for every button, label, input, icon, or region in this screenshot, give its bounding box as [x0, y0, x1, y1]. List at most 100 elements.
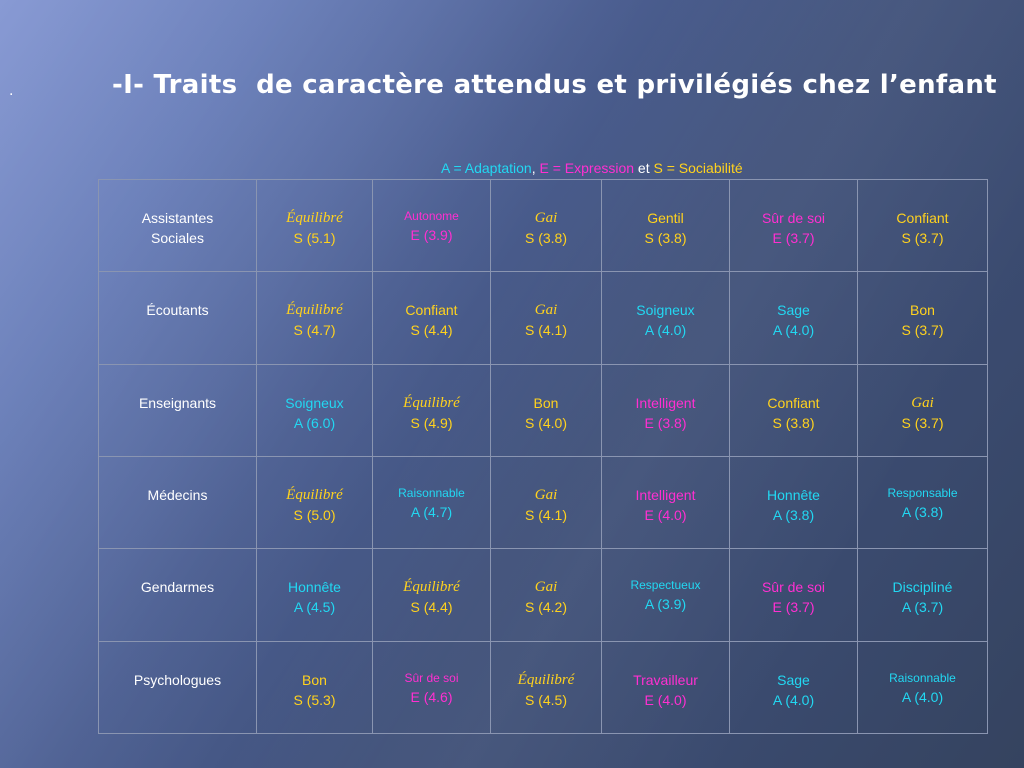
trait-name: Soigneux [285, 394, 344, 411]
trait-score: A (3.7) [901, 599, 944, 616]
trait-cell: Gai S (4.1) [490, 455, 602, 550]
table-row: Écoutants Équilibré S (4.7) Confiant S (4.4)… [98, 271, 988, 365]
trait-name: Gai [534, 579, 558, 596]
trait-score: A (4.7) [410, 503, 453, 520]
trait-score: S (5.1) [293, 230, 336, 246]
trait-score: A (6.0) [293, 414, 336, 431]
trait-score: S (4.7) [293, 322, 336, 339]
trait-score: E (3.7) [772, 230, 815, 246]
trait-score: E (4.0) [644, 506, 687, 523]
legend-sociabilite: S = Sociabilité [653, 160, 743, 176]
trait-cell: Sûr de soi E (3.7) [729, 548, 858, 642]
table-row: Gendarmes Honnête A (4.5) Équilibré S (4.4) G… [98, 548, 988, 642]
trait-cell: Gai S (3.7) [857, 363, 988, 457]
trait-cell: Sûr de soi E (4.6) [372, 640, 491, 735]
trait-score: S (4.5) [524, 691, 567, 708]
trait-score: S (4.4) [410, 599, 453, 616]
trait-cell: Intelligent E (4.0) [601, 455, 730, 550]
trait-name: Sage [777, 671, 810, 688]
trait-name: Gai [534, 486, 558, 503]
trait-name: Sage [777, 302, 810, 319]
row-header: Psychologues [98, 640, 257, 735]
trait-cell: Gai S (4.1) [490, 271, 602, 365]
row-header: Assistantes Sociales [98, 178, 257, 273]
trait-name: Discipliné [892, 579, 953, 596]
trait-name: Soigneux [636, 302, 695, 319]
trait-cell: Confiant S (4.4) [372, 271, 491, 365]
trait-name: Sûr de soi [404, 670, 459, 685]
legend-separator: et [634, 160, 654, 176]
trait-name: Travailleur [633, 671, 698, 688]
trait-score: E (3.8) [644, 414, 687, 431]
trait-score: E (3.7) [772, 599, 815, 616]
trait-name: Gai [534, 210, 558, 226]
row-header: Enseignants [98, 363, 257, 457]
trait-score: A (4.0) [644, 322, 687, 339]
trait-name: Bon [533, 394, 559, 411]
legend: A = Adaptation, E = Expression et S = So… [441, 160, 743, 176]
trait-score: E (4.0) [644, 691, 687, 708]
trait-score: S (5.0) [293, 506, 336, 523]
legend-expression: E = Expression [539, 160, 635, 176]
trait-name: Gai [911, 394, 934, 411]
trait-cell: Bon S (3.7) [857, 271, 988, 365]
trait-score: S (3.8) [524, 230, 567, 246]
trait-name: Gentil [647, 210, 684, 226]
trait-score: A (4.0) [772, 322, 815, 339]
trait-score: S (4.1) [524, 322, 567, 339]
trait-score: E (4.6) [410, 688, 453, 705]
trait-cell: Responsable A (3.8) [857, 455, 988, 550]
trait-name: Gai [534, 302, 558, 319]
trait-name: Confiant [767, 394, 820, 411]
trait-cell: Confiant S (3.8) [729, 363, 858, 457]
row-header: Médecins [98, 455, 257, 550]
trait-name: Autonome [404, 209, 459, 223]
trait-score: S (4.0) [524, 414, 567, 431]
trait-cell: Gai S (3.8) [490, 178, 602, 273]
trait-name: Équilibré [403, 394, 460, 411]
table-row: Enseignants Soigneux A (6.0) Équilibré S (4.… [98, 363, 988, 457]
trait-score: S (4.2) [524, 599, 567, 616]
trait-name: Responsable [887, 485, 958, 500]
trait-name: Sûr de soi [761, 579, 826, 596]
trait-score: S (3.7) [901, 230, 944, 246]
trait-score: S (3.8) [644, 230, 687, 246]
trait-score: S (3.7) [901, 414, 944, 431]
trait-cell: Gai S (4.2) [490, 548, 602, 642]
trait-score: A (3.8) [772, 506, 815, 523]
trait-cell: Confiant S (3.7) [857, 178, 988, 273]
slide-bullet: . [9, 82, 14, 99]
trait-name: Honnête [288, 579, 341, 596]
legend-adaptation: A = Adaptation [441, 160, 532, 176]
trait-name: Équilibré [286, 486, 343, 503]
trait-name: Équilibré [286, 302, 343, 319]
trait-score: S (3.8) [772, 414, 815, 431]
trait-cell: Respectueux A (3.9) [601, 548, 730, 642]
row-header: Gendarmes [98, 548, 257, 642]
trait-name: Sûr de soi [761, 210, 826, 226]
trait-cell: Soigneux A (6.0) [256, 363, 373, 457]
trait-cell: Sage A (4.0) [729, 271, 858, 365]
trait-score: A (3.8) [901, 503, 944, 520]
trait-name: Confiant [896, 210, 949, 226]
trait-cell: Gentil S (3.8) [601, 178, 730, 273]
trait-name: Équilibré [286, 210, 343, 226]
trait-cell: Travailleur E (4.0) [601, 640, 730, 735]
trait-score: A (4.0) [901, 688, 944, 705]
trait-cell: Sage A (4.0) [729, 640, 858, 735]
trait-score: A (3.9) [644, 596, 687, 613]
trait-name: Bon [910, 302, 935, 319]
trait-score: S (5.3) [293, 691, 336, 708]
table-row: Médecins Équilibré S (5.0) Raisonnable A (4.… [98, 455, 988, 550]
traits-table: Assistantes Sociales Équilibré S (5.1) Auto… [98, 178, 988, 735]
trait-cell: Honnête A (3.8) [729, 455, 858, 550]
trait-name: Équilibré [403, 579, 460, 596]
row-header: Écoutants [98, 271, 257, 365]
trait-cell: Autonome E (3.9) [372, 178, 491, 273]
trait-name: Honnête [767, 486, 820, 503]
trait-score: S (3.7) [901, 322, 944, 339]
trait-cell: Intelligent E (3.8) [601, 363, 730, 457]
trait-name: Intelligent [635, 486, 696, 503]
trait-name: Raisonnable [398, 485, 465, 500]
trait-cell: Équilibré S (4.7) [256, 271, 373, 365]
